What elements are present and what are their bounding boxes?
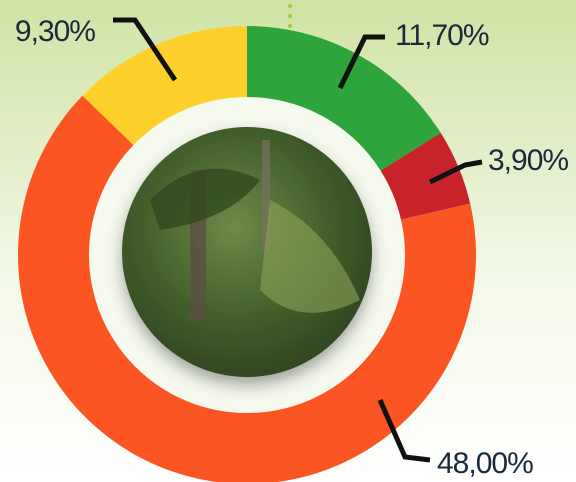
value-label: 3,90% <box>488 144 568 177</box>
chart: 11,70% 3,90% 48,00% 9,30% <box>0 0 576 482</box>
page: {"chart_data": {"type": "donut", "values… <box>0 0 576 482</box>
photo <box>122 127 372 377</box>
value-label: 48,00% <box>437 447 533 480</box>
value-label: 9,30% <box>15 15 95 48</box>
value-label: 11,70% <box>395 19 489 52</box>
